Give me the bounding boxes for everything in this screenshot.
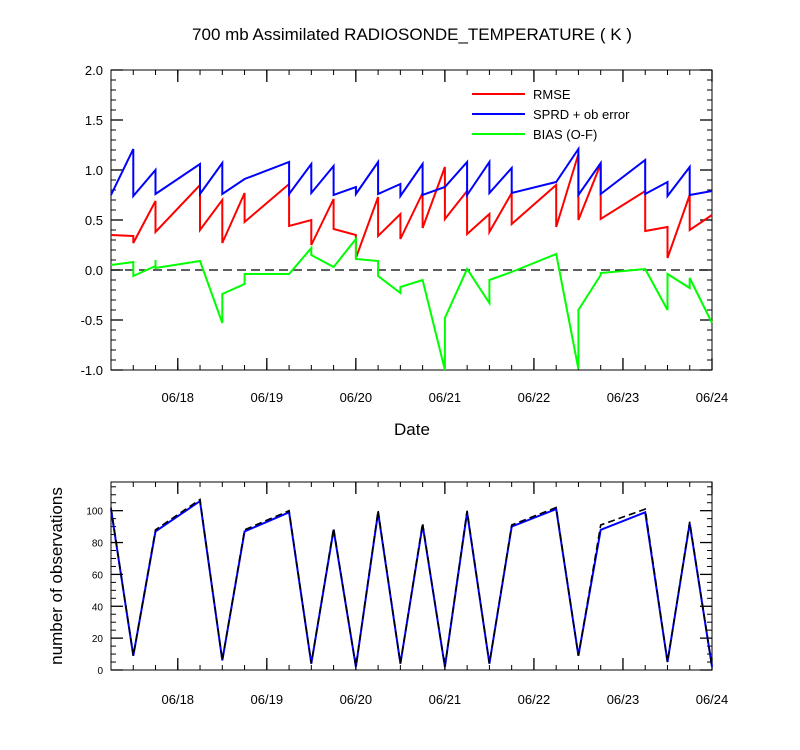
top-y-tick-label: 2.0: [85, 63, 103, 78]
top-x-tick-label: 06/21: [429, 390, 462, 405]
top-x-tick-label: 06/22: [518, 390, 551, 405]
bottom-y-tick-label: 20: [92, 634, 104, 645]
legend-bias-label: BIAS (O-F): [533, 127, 597, 142]
top-y-tick-label: 0.5: [85, 213, 103, 228]
bias-line: [110, 236, 713, 371]
bottom-plot-frame: [110, 481, 713, 671]
top-x-tick-label: 06/20: [340, 390, 373, 405]
obs-possible-line: [110, 498, 713, 667]
bottom-y-tick-label: 60: [92, 570, 104, 581]
top-y-tick-label: 1.0: [85, 163, 103, 178]
top-y-tick-label: 1.5: [85, 113, 103, 128]
y-axis-label-observations: number of observations: [47, 487, 66, 665]
chart-title: 700 mb Assimilated RADIOSONDE_TEMPERATUR…: [192, 25, 632, 44]
bottom-y-tick-label: 0: [97, 666, 103, 677]
obs-used-line: [110, 499, 713, 667]
top-x-tick-label: 06/19: [251, 390, 284, 405]
top-y-tick-label: 0.0: [85, 263, 103, 278]
legend-sprd-label: SPRD + ob error: [533, 107, 630, 122]
x-axis-label: Date: [394, 420, 430, 439]
legend-rmse-label: RMSE: [533, 87, 571, 102]
top-x-tick-label: 06/24: [696, 390, 729, 405]
top-y-tick-label: -1.0: [81, 363, 103, 378]
bottom-x-tick-label: 06/24: [696, 692, 729, 707]
top-x-tick-label: 06/18: [162, 390, 195, 405]
sprd-line: [110, 145, 713, 200]
bottom-y-tick-label: 40: [92, 602, 104, 613]
bottom-x-tick-label: 06/18: [162, 692, 195, 707]
top-x-tick-label: 06/23: [607, 390, 640, 405]
bottom-y-tick-label: 100: [86, 507, 103, 518]
bottom-x-tick-label: 06/20: [340, 692, 373, 707]
bottom-x-tick-label: 06/22: [518, 692, 551, 707]
top-panel-statistics: 2.0 1.5 1.0 0.5 0.0 -0.5 -1.0 06/18 06/19 06/20 06…: [81, 63, 729, 405]
rmse-line: [110, 153, 713, 259]
bottom-x-tick-label: 06/19: [251, 692, 284, 707]
bottom-x-tick-label: 06/23: [607, 692, 640, 707]
bottom-x-tick-label: 06/21: [429, 692, 462, 707]
bottom-panel-observations: 100 80 60 40 20 0 06/18 06/19 06/20 06/21 06/22 06/…: [86, 481, 729, 707]
top-y-tick-label: -0.5: [81, 313, 103, 328]
bottom-y-tick-label: 80: [92, 539, 104, 550]
